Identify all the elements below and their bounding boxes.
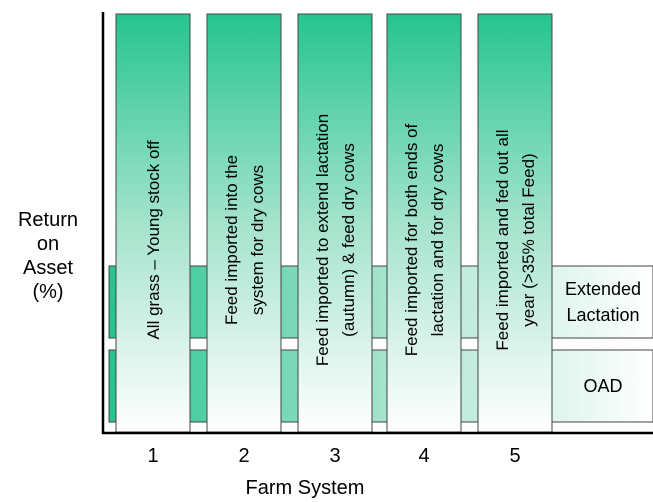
column-label-line: system for dry cows [248, 165, 267, 315]
x-tick-label: 3 [329, 445, 340, 467]
farm-system-column-2: Feed imported into the system for dry cow… [206, 13, 282, 433]
farm-system-column-5: Feed imported and fed out all year (>35% … [477, 13, 553, 433]
band-shape [108, 265, 653, 339]
x-tick-labels: 1 2 3 4 5 [147, 445, 520, 467]
column-label: Feed imported and fed out all year (>35% … [493, 129, 538, 350]
band-label: Extended Lactation [565, 279, 641, 325]
y-axis-title-line: on [37, 233, 59, 255]
band-2: OAD [108, 349, 653, 423]
column-label-line: lactation and for dry cows [428, 144, 447, 337]
column-label: All grass – Young stock off [144, 140, 163, 339]
column-label: Feed imported into the system for dry cow… [222, 155, 267, 325]
column-shape [297, 13, 373, 433]
band-1: Extended Lactation [108, 265, 653, 339]
farm-system-column-3: Feed imported to extend lactation (autumn… [297, 13, 373, 433]
column-label-line: (autumn) & feed dry cows [339, 143, 358, 337]
band-shape [108, 349, 653, 423]
x-tick-label: 4 [418, 445, 429, 467]
farm-system-column-1: All grass – Young stock off [115, 13, 191, 433]
farm-system-column-4: Feed imported for both ends of lactation … [386, 13, 462, 433]
column-label-line: Feed imported and fed out all [493, 129, 512, 350]
band-label-line: Lactation [566, 305, 639, 325]
x-tick-label: 2 [238, 445, 249, 467]
band-label-line: Extended [565, 279, 641, 299]
band-layer: Extended Lactation OAD [108, 265, 653, 423]
x-tick-label: 5 [509, 445, 520, 467]
column-label-line: All grass – Young stock off [144, 140, 163, 339]
column-label-line: year (>35% total Feed) [519, 153, 538, 326]
column-shape [477, 13, 553, 433]
x-axis-title: Farm System [246, 477, 365, 499]
column-label: Feed imported to extend lactation (autumn… [313, 114, 358, 366]
y-axis-title-line: Asset [23, 257, 73, 279]
column-label: Feed imported for both ends of lactation … [402, 123, 447, 356]
column-shape [115, 13, 191, 433]
y-axis-title-line: (%) [32, 281, 63, 303]
x-tick-label: 1 [147, 445, 158, 467]
column-label-line: Feed imported into the [222, 155, 241, 325]
y-axis-title-line: Return [18, 209, 78, 231]
column-layer: All grass – Young stock off Feed imported… [115, 13, 553, 433]
column-label-line: Feed imported for both ends of [402, 123, 421, 356]
band-label-line: OAD [583, 376, 622, 396]
axes [101, 12, 653, 435]
y-axis-title: Return on Asset (%) [18, 209, 78, 303]
column-label-line: Feed imported to extend lactation [313, 114, 332, 366]
band-label: OAD [583, 376, 622, 396]
column-shape [206, 13, 282, 433]
column-shape [386, 13, 462, 433]
